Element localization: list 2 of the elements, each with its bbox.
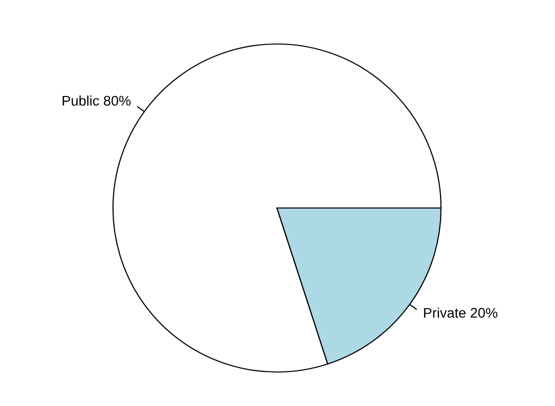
slice-label: Public 80% [62, 95, 131, 106]
slice-label: Private 20% [424, 308, 498, 318]
